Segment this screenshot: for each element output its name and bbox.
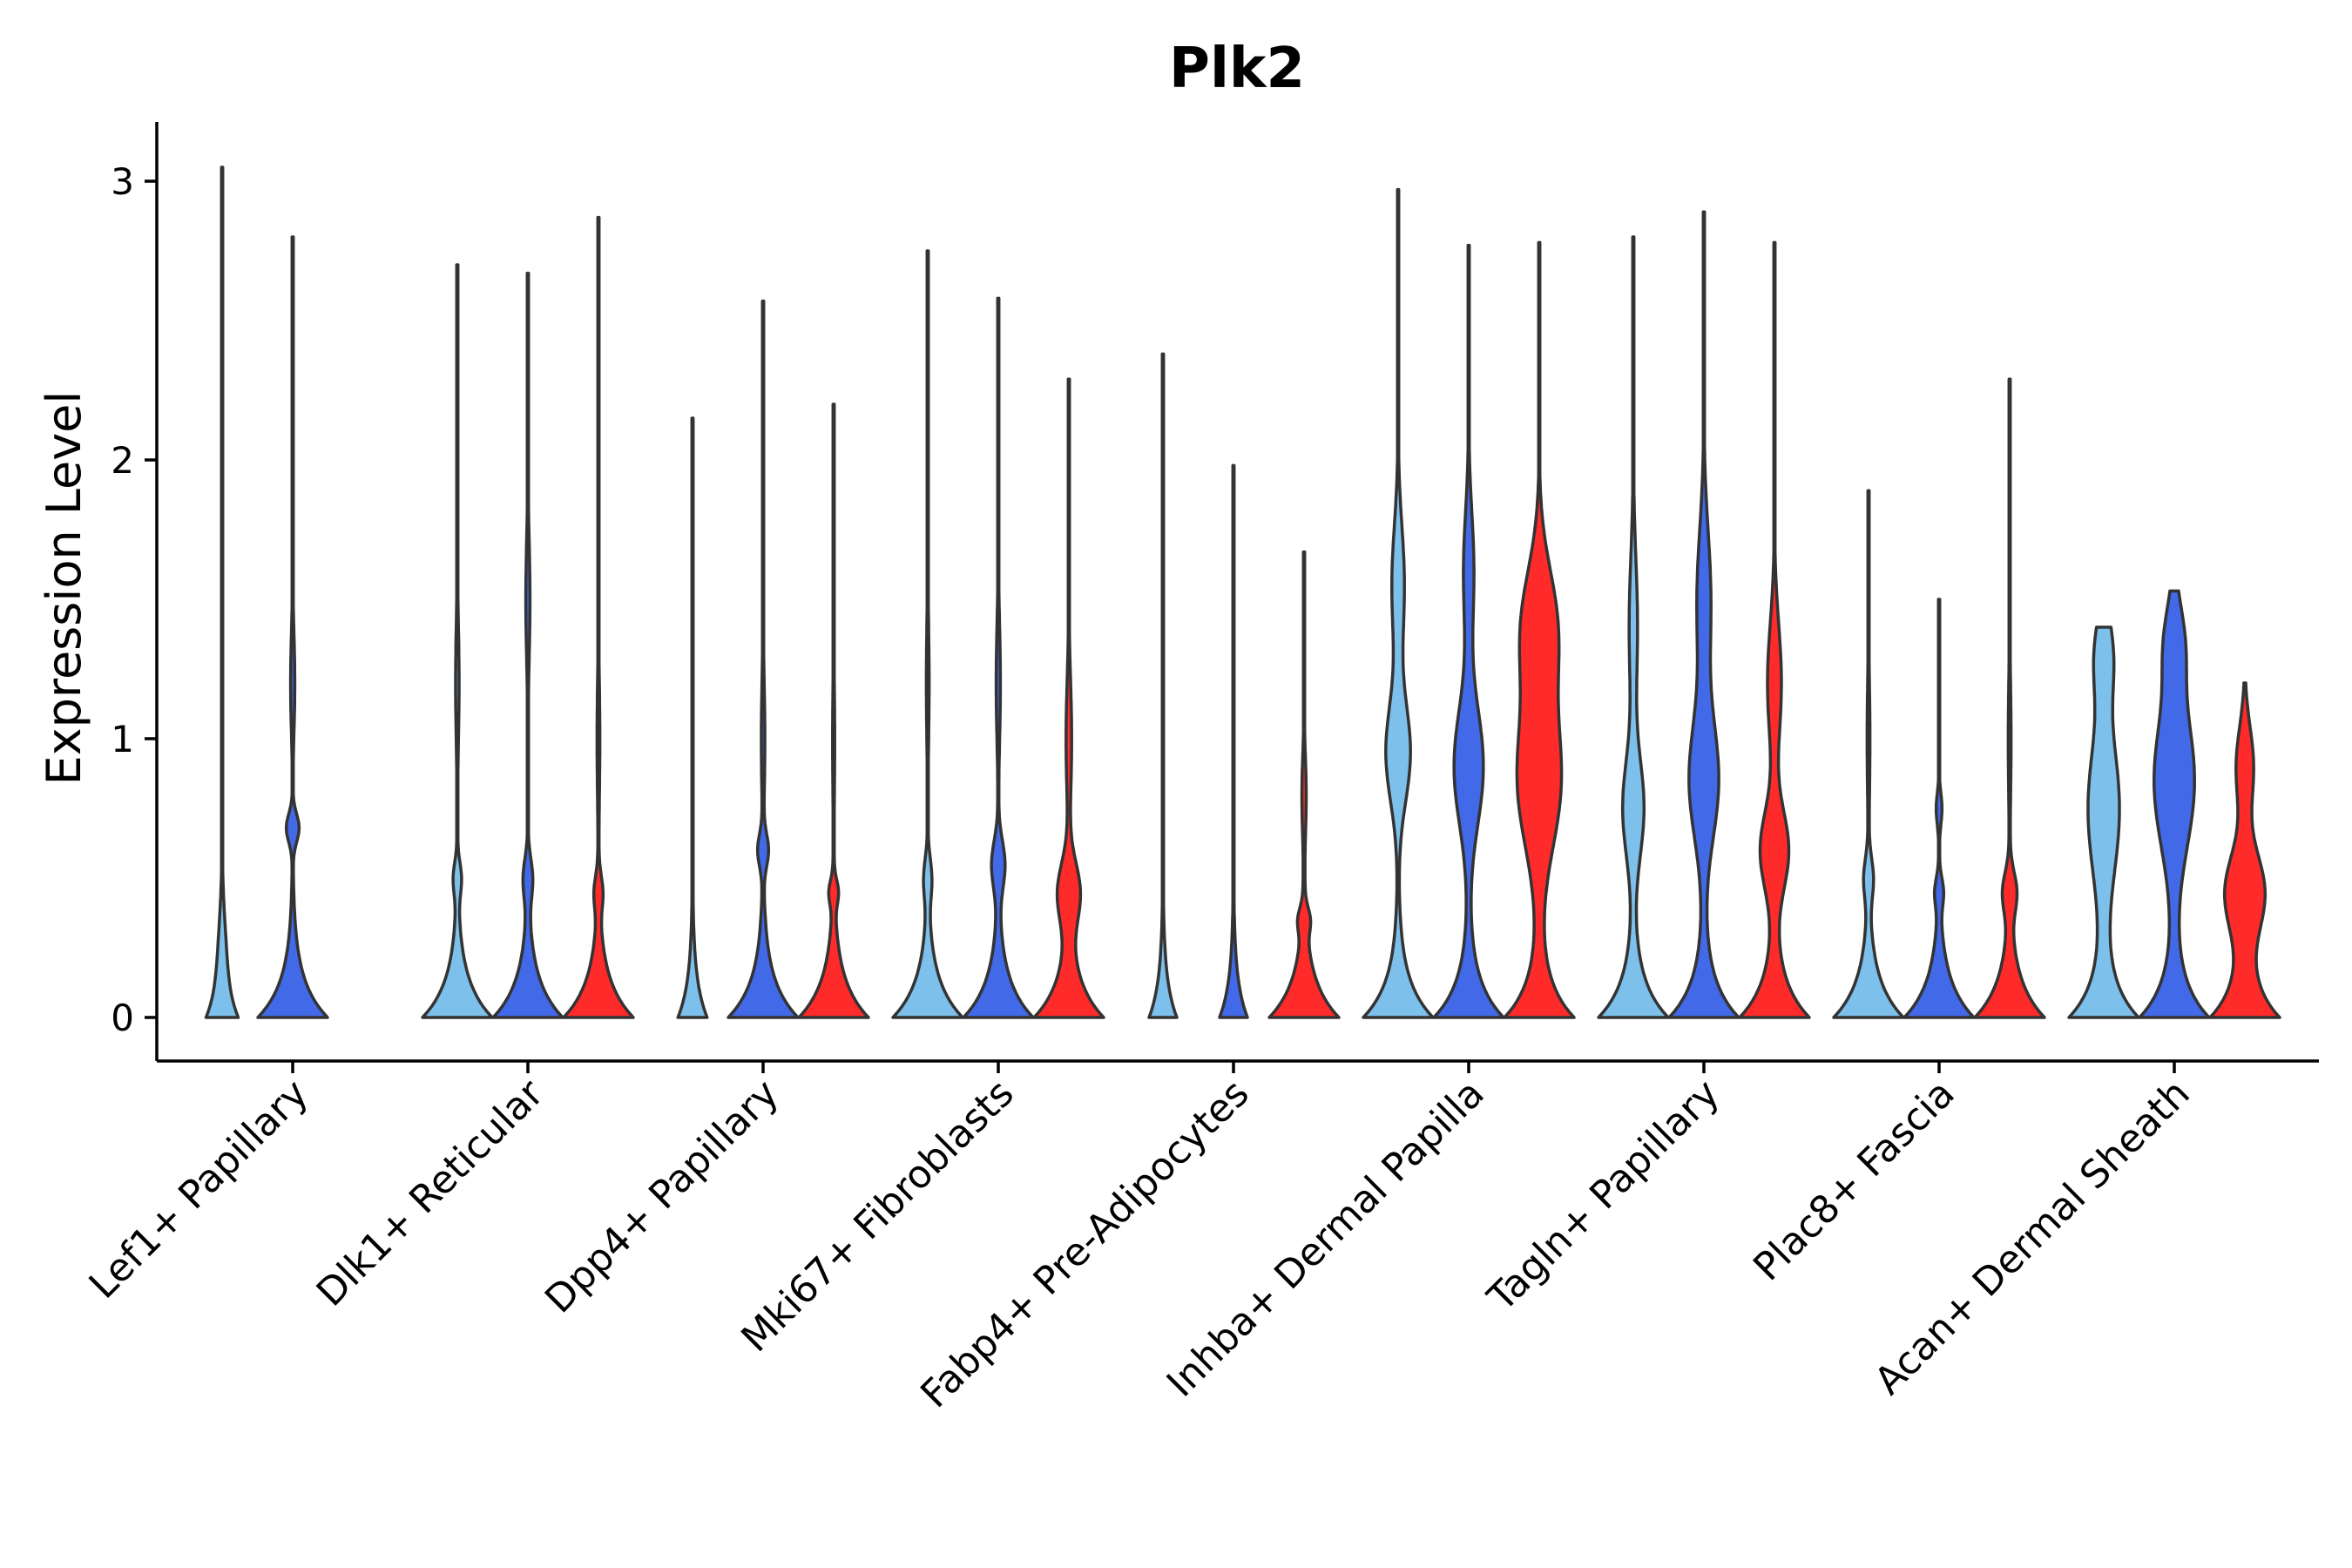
- y-tick-label: 0: [111, 997, 134, 1039]
- x-tick-label: Tagln+ Papillary: [1479, 1071, 1728, 1321]
- violin-fabp4-pre-adipocytes-group2: [1218, 463, 1249, 1019]
- axes-layer: [155, 122, 2319, 1063]
- x-tick-label: Plac8+ Fascia: [1745, 1071, 1963, 1290]
- violin-plac8-fascia-group3: [1973, 377, 2046, 1019]
- chart-title: Plk2: [1169, 37, 1305, 101]
- violin-dlk1-reticular-group3: [562, 215, 635, 1019]
- violin-acan-dermal-sheath-group2: [2138, 589, 2211, 1019]
- violin-inhba-dermal-papilla-group3: [1503, 240, 1576, 1019]
- violin-acan-dermal-sheath-group3: [2208, 681, 2281, 1019]
- violin-fabp4-pre-adipocytes-group3: [1267, 550, 1341, 1019]
- violin-plac8-fascia-group2: [1903, 598, 1976, 1019]
- violin-acan-dermal-sheath-group1: [2067, 625, 2140, 1019]
- y-tick-label: 1: [111, 718, 134, 760]
- violin-dpp4-papillary-group1: [676, 416, 709, 1019]
- x-tick-label: Lef1+ Papillary: [81, 1071, 317, 1308]
- violin-dpp4-papillary-group3: [797, 402, 870, 1019]
- violin-layer: [204, 166, 2281, 1019]
- x-tick-label: Dlk1+ Reticular: [308, 1071, 553, 1315]
- y-tick-label: 2: [111, 439, 134, 482]
- violin-dpp4-papillary-group2: [727, 299, 800, 1019]
- y-ticks: 0 1 2 3: [111, 160, 157, 1039]
- violin-mki67-fibroblasts-group3: [1032, 377, 1105, 1019]
- violin-dlk1-reticular-group1: [421, 263, 494, 1019]
- violin-mki67-fibroblasts-group1: [891, 249, 964, 1019]
- violin-tagln-papillary-group3: [1738, 240, 1811, 1019]
- violin-tagln-papillary-group1: [1597, 235, 1670, 1019]
- violin-mki67-fibroblasts-group2: [962, 296, 1035, 1019]
- violin-inhba-dermal-papilla-group1: [1362, 187, 1435, 1019]
- violin-lef1-papillary-group2: [256, 235, 329, 1019]
- y-tick-label: 3: [111, 160, 134, 203]
- y-axis-label: Expression Level: [37, 391, 91, 786]
- violin-plac8-fascia-group1: [1832, 489, 1905, 1019]
- violin-lef1-papillary-group1: [204, 166, 240, 1019]
- x-tick-label: Dpp4+ Papillary: [537, 1071, 787, 1322]
- violin-tagln-papillary-group2: [1667, 210, 1740, 1019]
- violin-fabp4-pre-adipocytes-group1: [1147, 352, 1179, 1019]
- violin-inhba-dermal-papilla-group2: [1432, 243, 1505, 1019]
- violin-dlk1-reticular-group2: [491, 271, 564, 1019]
